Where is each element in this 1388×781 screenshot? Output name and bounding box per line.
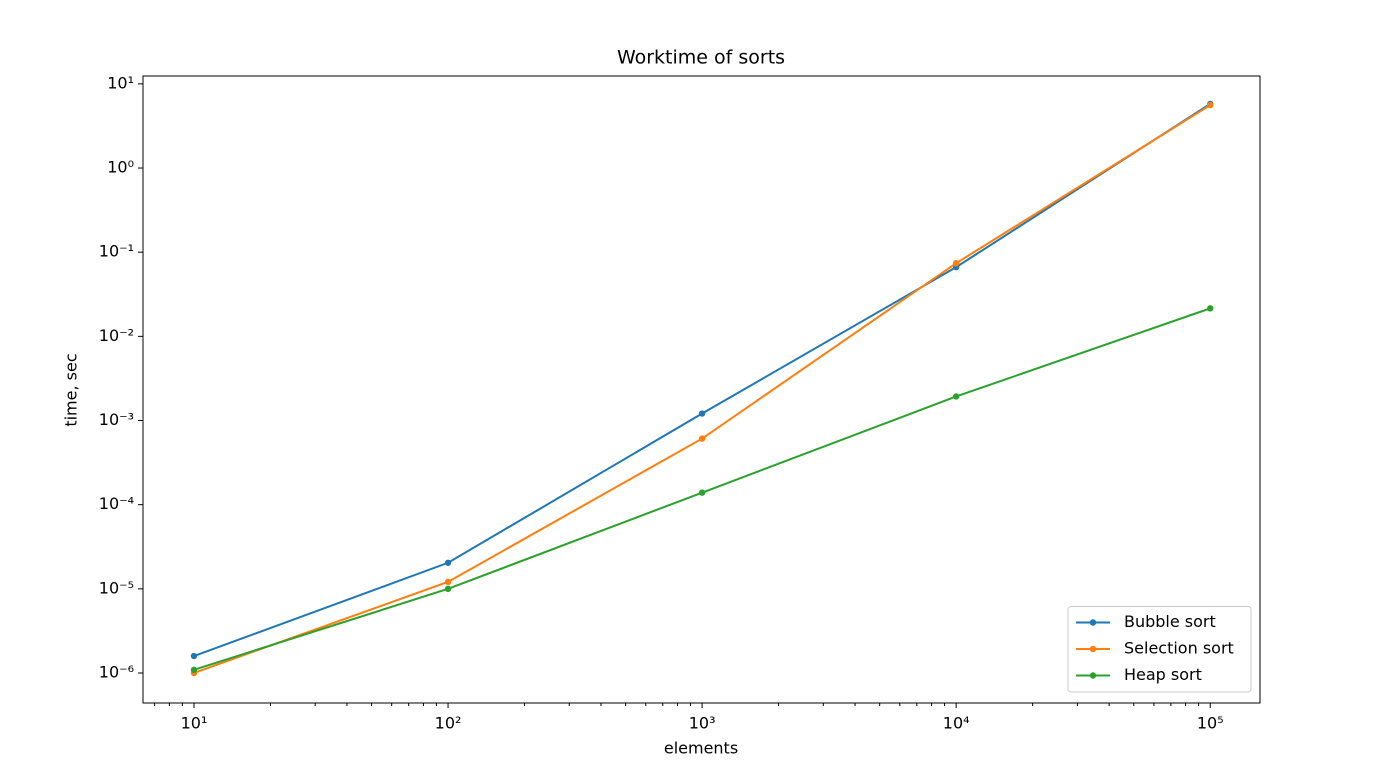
data-point (190, 652, 198, 660)
y-tick-label: 10¹ (107, 73, 134, 92)
legend-label: Heap sort (1124, 665, 1202, 684)
data-point (1207, 101, 1214, 109)
data-point (952, 259, 960, 267)
legend-marker (1089, 645, 1097, 653)
data-point (190, 666, 198, 674)
y-tick-label: 10⁻⁵ (99, 578, 134, 597)
y-axis-label: time, sec (62, 353, 81, 426)
x-tick-label: 10³ (689, 714, 716, 733)
legend-label: Bubble sort (1124, 612, 1216, 631)
data-point (698, 410, 706, 417)
legend-marker (1089, 672, 1097, 679)
data-point (952, 393, 960, 400)
x-tick-label: 10⁴ (943, 714, 970, 733)
y-tick-label: 10⁻¹ (99, 242, 134, 261)
data-point (698, 489, 706, 496)
x-tick-label: 10² (435, 714, 462, 733)
x-tick-label: 10⁵ (1197, 714, 1224, 733)
x-tick-label: 10¹ (181, 714, 208, 733)
y-tick-label: 10⁻⁶ (99, 662, 134, 681)
y-tick-label: 10⁻³ (99, 410, 134, 429)
data-point (444, 559, 452, 566)
data-point (444, 578, 452, 586)
data-point (1207, 305, 1214, 312)
plot-frame (142, 75, 1261, 704)
legend-label: Selection sort (1124, 639, 1234, 658)
data-point (444, 585, 452, 593)
chart-title: Worktime of sorts (617, 47, 785, 69)
y-tick-label: 10⁰ (107, 158, 134, 177)
data-point (698, 435, 706, 442)
legend-box (1067, 606, 1252, 693)
y-tick-label: 10⁻⁴ (99, 494, 134, 513)
x-axis-label: elements (664, 739, 738, 758)
legend-marker (1089, 619, 1097, 626)
y-tick-label: 10⁻² (99, 326, 134, 345)
